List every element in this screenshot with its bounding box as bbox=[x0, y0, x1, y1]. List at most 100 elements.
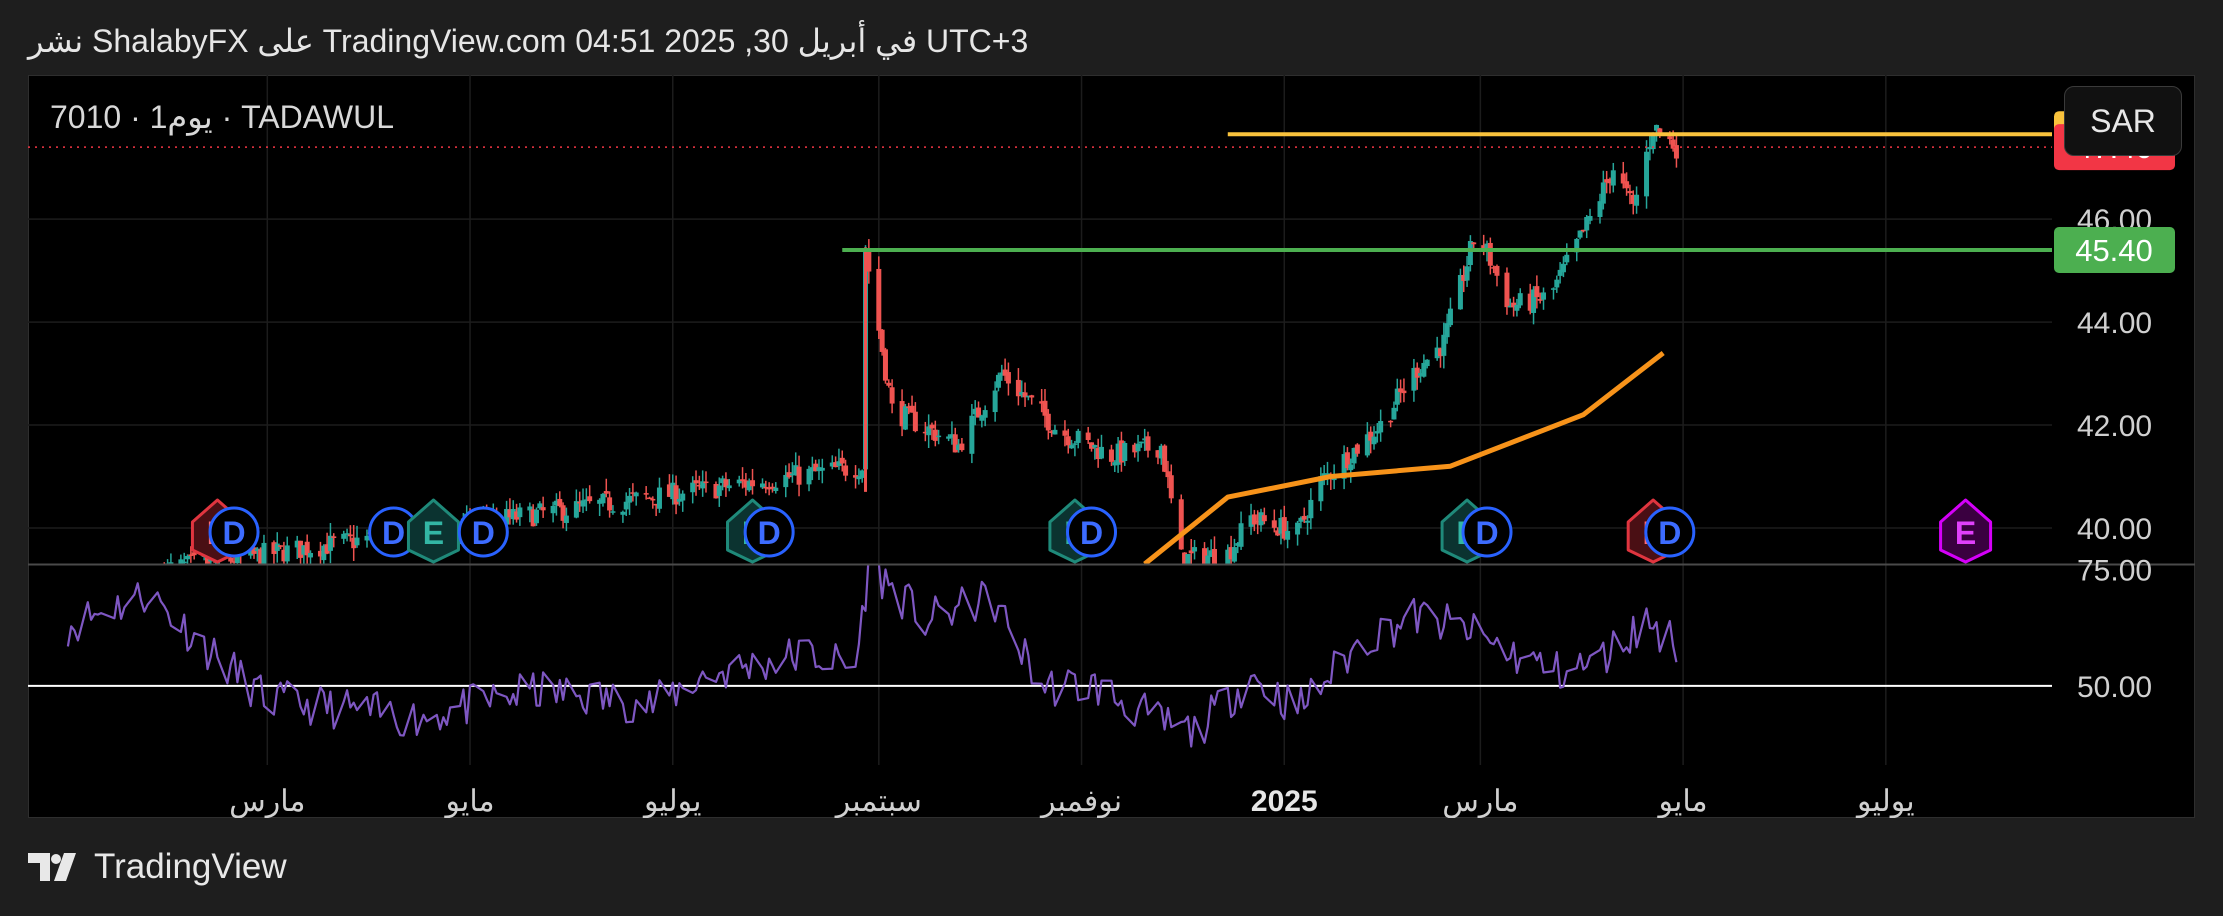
candle-body bbox=[284, 545, 290, 562]
candle-body bbox=[1644, 151, 1650, 197]
candle-body bbox=[646, 497, 652, 500]
candle-body bbox=[1145, 436, 1151, 451]
candle-body bbox=[573, 501, 579, 518]
candle-body bbox=[1029, 395, 1035, 398]
candle-body bbox=[1351, 447, 1357, 464]
candle-body bbox=[610, 511, 616, 513]
candle-body bbox=[843, 465, 849, 476]
candle-body bbox=[351, 537, 357, 549]
dividend-marker bbox=[743, 506, 795, 558]
candle-body bbox=[1368, 431, 1374, 441]
candle-body bbox=[231, 561, 237, 563]
candle-body bbox=[899, 401, 905, 427]
candle-body bbox=[563, 515, 569, 523]
candle-body bbox=[1398, 388, 1404, 393]
time-tick-label: 2025 bbox=[1251, 785, 1318, 818]
candle-body bbox=[341, 533, 347, 539]
candle-body bbox=[1308, 499, 1314, 519]
candle-body bbox=[278, 545, 284, 547]
candle-body bbox=[1165, 471, 1171, 478]
time-tick-label: مارس bbox=[229, 785, 305, 818]
dividend-marker bbox=[457, 506, 509, 558]
candle-body bbox=[1447, 308, 1453, 326]
candle-body bbox=[839, 457, 845, 464]
candle-body bbox=[1341, 454, 1347, 479]
candle-body bbox=[1434, 347, 1440, 359]
candle-body bbox=[550, 505, 556, 514]
rsi-tick-label: 75.00 bbox=[2077, 555, 2152, 588]
candle-body bbox=[1112, 462, 1118, 466]
candle-body bbox=[786, 472, 792, 478]
candle-body bbox=[746, 481, 752, 491]
candle-body bbox=[1491, 267, 1497, 269]
brand-footer[interactable]: TradingView bbox=[28, 847, 287, 887]
candle-body bbox=[972, 408, 978, 415]
candle-body bbox=[1281, 517, 1287, 539]
candle-body bbox=[1095, 448, 1101, 460]
candle-body bbox=[1418, 373, 1424, 376]
candle-body bbox=[1215, 566, 1220, 568]
candle-body bbox=[517, 507, 523, 518]
candle-body bbox=[1604, 179, 1610, 183]
dividend-marker bbox=[208, 506, 260, 558]
candle-body bbox=[1507, 305, 1513, 308]
candle-body bbox=[1118, 440, 1124, 463]
candle-body bbox=[1168, 475, 1174, 499]
candle-body bbox=[1115, 443, 1121, 465]
candle-body bbox=[783, 474, 789, 488]
currency-button[interactable]: SAR bbox=[2064, 86, 2182, 156]
candle-body bbox=[856, 476, 862, 480]
event-marker-label: D bbox=[1475, 515, 1498, 551]
candle-body bbox=[1564, 254, 1570, 263]
candle-body bbox=[347, 534, 353, 537]
candle-body bbox=[932, 429, 938, 441]
candle-body bbox=[1457, 275, 1463, 310]
candle-body bbox=[750, 480, 756, 487]
candle-body bbox=[251, 547, 257, 554]
price-tick-label: 42.00 bbox=[2077, 410, 2152, 443]
candle-body bbox=[1554, 279, 1560, 288]
candle-body bbox=[1650, 133, 1656, 150]
candle-body bbox=[956, 444, 962, 450]
event-marker-label: D bbox=[1658, 515, 1681, 551]
dividend-marker bbox=[1644, 506, 1696, 558]
price-pane: EDDEDEDEDEDEDE bbox=[28, 124, 2052, 568]
dividend-marker bbox=[1461, 506, 1513, 558]
moving-average-line bbox=[1143, 351, 1665, 564]
candle-body bbox=[1065, 436, 1071, 446]
candle-body bbox=[1178, 499, 1184, 550]
candle-body bbox=[1411, 367, 1417, 391]
candle-body bbox=[1587, 215, 1593, 221]
candle-body bbox=[1321, 473, 1327, 477]
candle-body bbox=[324, 544, 330, 554]
candle-body bbox=[643, 493, 649, 495]
candle-body bbox=[530, 509, 536, 527]
candle-body bbox=[294, 540, 300, 548]
candle-body bbox=[1039, 401, 1045, 404]
candle-body bbox=[298, 540, 304, 558]
candle-body bbox=[946, 436, 952, 439]
event-marker-label: E bbox=[423, 515, 444, 551]
candle-body bbox=[577, 501, 583, 504]
candle-body bbox=[1211, 549, 1217, 564]
chart-svg[interactable]: EDDEDEDEDEDEDE مارسمايويوليوسبتمبرنوفمبر… bbox=[28, 75, 2195, 818]
price-tick-label: 40.00 bbox=[2077, 513, 2152, 546]
candle-body bbox=[178, 559, 184, 564]
candle-body bbox=[1577, 230, 1583, 238]
candle-body bbox=[999, 372, 1005, 376]
candle-body bbox=[806, 468, 812, 485]
brand-name: TradingView bbox=[94, 847, 287, 886]
candle-body bbox=[1305, 520, 1311, 523]
candle-body bbox=[1654, 124, 1660, 131]
candle-body bbox=[759, 483, 765, 488]
candle-body bbox=[1550, 288, 1556, 290]
candle-body bbox=[1574, 238, 1580, 253]
candle-body bbox=[1132, 444, 1138, 453]
rsi-line bbox=[66, 565, 1678, 748]
candle-body bbox=[1062, 430, 1068, 436]
candle-body bbox=[693, 480, 699, 484]
candle-body bbox=[1192, 547, 1198, 552]
candle-body bbox=[673, 485, 679, 505]
candle-body bbox=[1647, 146, 1653, 150]
candle-body bbox=[620, 511, 626, 515]
